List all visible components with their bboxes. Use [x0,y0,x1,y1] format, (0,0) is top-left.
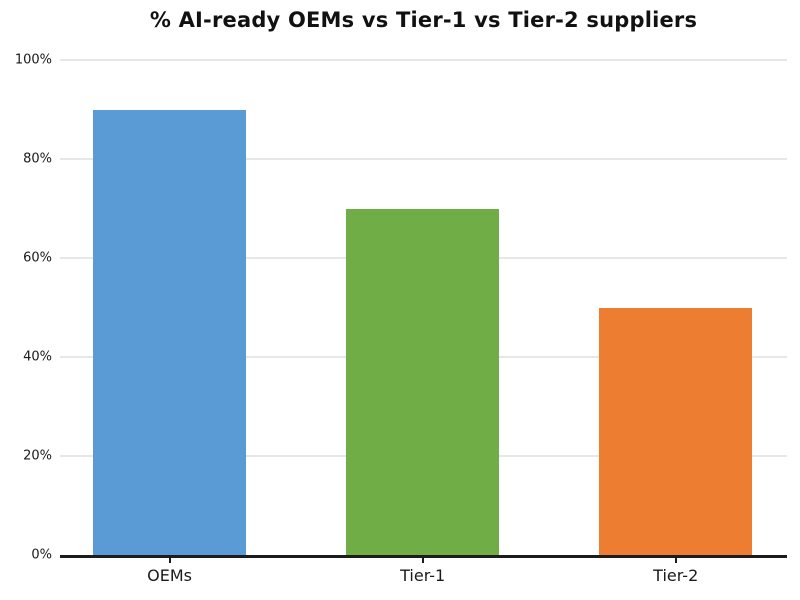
bar-tier-2 [599,307,753,555]
chart-title: % AI-ready OEMs vs Tier-1 vs Tier-2 supp… [149,8,698,32]
x-axis-category-label: OEMs [147,566,193,585]
x-axis-tick [168,558,171,563]
y-axis-tick-label: 0% [31,547,52,563]
x-axis-tick [421,558,424,563]
plot-area: 0% 20% 40% 60% 80% 100% OEMs Tier-1 Tier-2 [15,53,787,585]
gridline [60,59,787,61]
bar-oems [93,109,247,555]
y-axis-tick-label: 60% [23,250,52,266]
y-axis-tick-label: 100% [14,52,52,68]
gridline [60,158,787,160]
x-axis-category-label: Tier-1 [400,566,446,585]
bar-tier-1 [346,208,500,555]
y-axis-tick-label: 40% [23,349,52,365]
x-axis-tick [674,558,677,563]
y-axis-tick-label: 20% [23,448,52,464]
x-axis-category-label: Tier-2 [653,566,699,585]
y-axis-tick-label: 80% [23,151,52,167]
